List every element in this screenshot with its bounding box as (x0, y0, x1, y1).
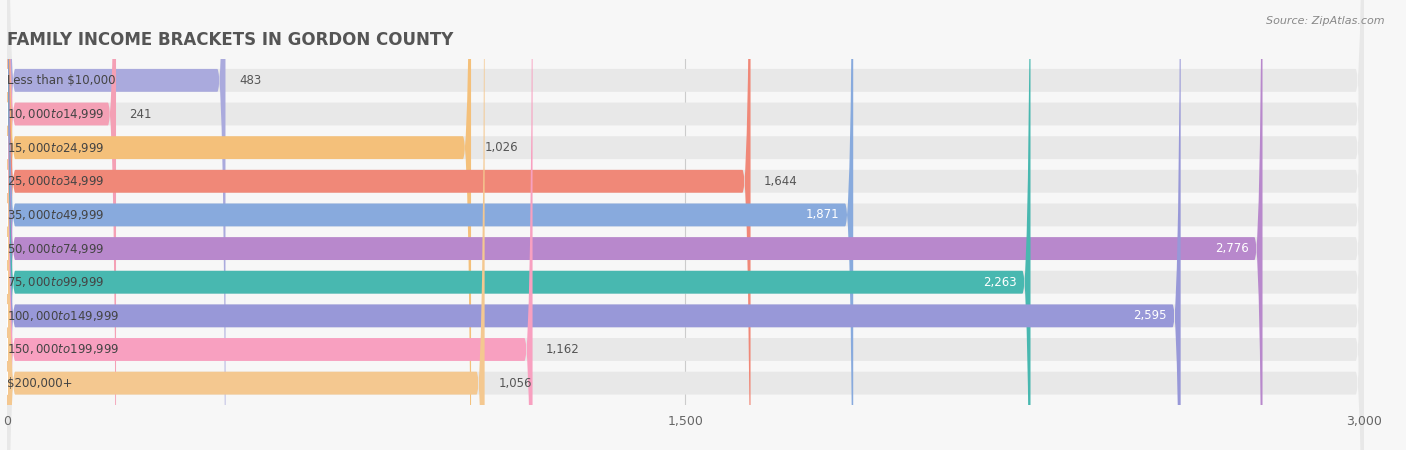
Text: 2,595: 2,595 (1133, 309, 1167, 322)
FancyBboxPatch shape (7, 0, 751, 450)
FancyBboxPatch shape (7, 0, 1364, 450)
FancyBboxPatch shape (7, 0, 471, 450)
FancyBboxPatch shape (7, 0, 1364, 450)
FancyBboxPatch shape (7, 0, 1181, 450)
Text: 1,162: 1,162 (546, 343, 579, 356)
Text: $150,000 to $199,999: $150,000 to $199,999 (7, 342, 120, 356)
FancyBboxPatch shape (7, 0, 485, 450)
Text: 1,871: 1,871 (806, 208, 839, 221)
Text: 2,776: 2,776 (1215, 242, 1249, 255)
Text: Less than $10,000: Less than $10,000 (7, 74, 115, 87)
Text: $200,000+: $200,000+ (7, 377, 73, 390)
Text: $35,000 to $49,999: $35,000 to $49,999 (7, 208, 104, 222)
FancyBboxPatch shape (7, 0, 1364, 450)
Text: $100,000 to $149,999: $100,000 to $149,999 (7, 309, 120, 323)
Text: 1,644: 1,644 (763, 175, 797, 188)
Text: $25,000 to $34,999: $25,000 to $34,999 (7, 174, 104, 188)
FancyBboxPatch shape (7, 0, 1263, 450)
Text: Source: ZipAtlas.com: Source: ZipAtlas.com (1267, 16, 1385, 26)
Text: 483: 483 (239, 74, 262, 87)
FancyBboxPatch shape (7, 0, 533, 450)
Text: 241: 241 (129, 108, 152, 121)
FancyBboxPatch shape (7, 0, 1031, 450)
Text: $15,000 to $24,999: $15,000 to $24,999 (7, 141, 104, 155)
FancyBboxPatch shape (7, 0, 1364, 450)
FancyBboxPatch shape (7, 0, 1364, 450)
FancyBboxPatch shape (7, 0, 225, 450)
Text: 2,263: 2,263 (983, 276, 1017, 289)
FancyBboxPatch shape (7, 0, 117, 450)
FancyBboxPatch shape (7, 0, 853, 450)
Text: $75,000 to $99,999: $75,000 to $99,999 (7, 275, 104, 289)
Text: $10,000 to $14,999: $10,000 to $14,999 (7, 107, 104, 121)
FancyBboxPatch shape (7, 0, 1364, 450)
Text: 1,056: 1,056 (498, 377, 531, 390)
FancyBboxPatch shape (7, 0, 1364, 450)
FancyBboxPatch shape (7, 0, 1364, 450)
Text: 1,026: 1,026 (485, 141, 519, 154)
FancyBboxPatch shape (7, 0, 1364, 450)
FancyBboxPatch shape (7, 0, 1364, 450)
Text: $50,000 to $74,999: $50,000 to $74,999 (7, 242, 104, 256)
Text: FAMILY INCOME BRACKETS IN GORDON COUNTY: FAMILY INCOME BRACKETS IN GORDON COUNTY (7, 31, 453, 49)
